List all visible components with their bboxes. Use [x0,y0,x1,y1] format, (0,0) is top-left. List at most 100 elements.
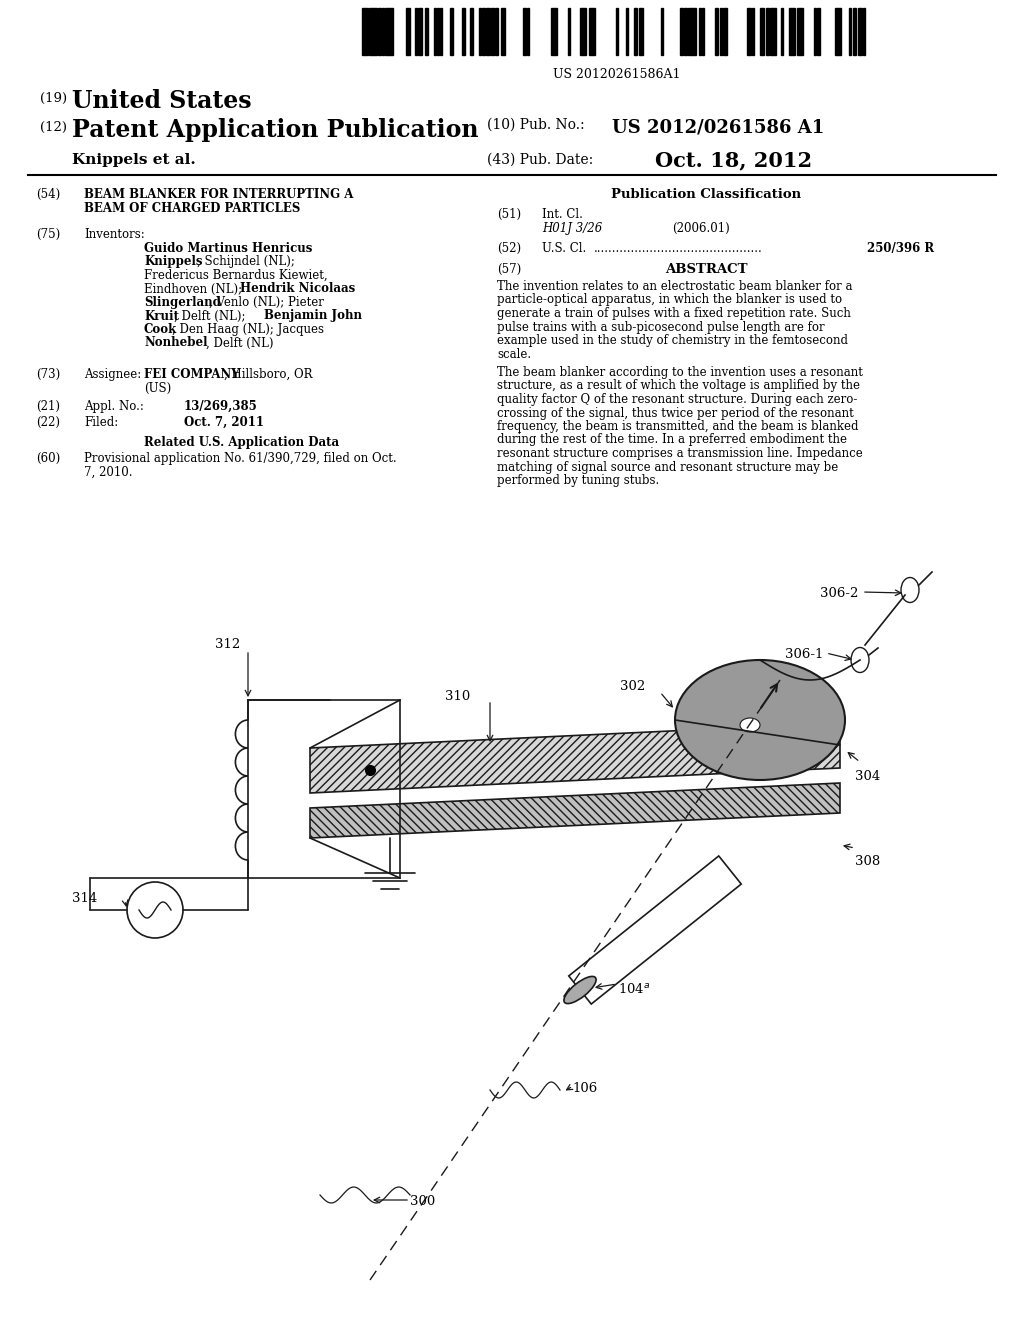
Bar [415,8,417,55]
Text: 300: 300 [410,1195,435,1208]
Text: United States: United States [72,88,252,114]
Text: 7, 2010.: 7, 2010. [84,466,132,479]
Bar [589,8,595,55]
Bar [470,8,473,55]
Text: (43) Pub. Date:: (43) Pub. Date: [487,153,593,168]
Bar [760,8,764,55]
Bar [378,8,381,55]
Text: structure, as a result of which the voltage is amplified by the: structure, as a result of which the volt… [497,380,860,392]
Text: quality factor Q of the resonant structure. During each zero-: quality factor Q of the resonant structu… [497,393,857,407]
Text: The beam blanker according to the invention uses a resonant: The beam blanker according to the invent… [497,366,863,379]
Bar [495,8,498,55]
Bar [766,8,769,55]
Text: H01J 3/26: H01J 3/26 [542,222,602,235]
Text: Nonhebel: Nonhebel [144,337,208,350]
Text: (US): (US) [144,381,171,395]
Text: Oct. 7, 2011: Oct. 7, 2011 [184,416,264,429]
Text: , Schijndel (NL);: , Schijndel (NL); [197,256,295,268]
Bar [616,8,618,55]
Bar [551,8,557,55]
Text: (2006.01): (2006.01) [672,222,730,235]
Bar [425,8,428,55]
Text: The invention relates to an electrostatic beam blanker for a: The invention relates to an electrostati… [497,280,853,293]
Text: (54): (54) [36,187,60,201]
Text: ABSTRACT: ABSTRACT [665,263,748,276]
Text: Assignee:: Assignee: [84,368,141,381]
Text: Benjamin John: Benjamin John [264,309,362,322]
Text: Patent Application Publication: Patent Application Publication [72,117,478,143]
Bar [723,8,727,55]
Text: Eindhoven (NL);: Eindhoven (NL); [144,282,246,296]
Bar [437,8,439,55]
Bar [684,8,687,55]
Bar [479,8,481,55]
Bar [715,8,718,55]
Text: (12): (12) [40,121,67,135]
Polygon shape [310,723,840,793]
Polygon shape [310,783,840,838]
Bar [702,8,705,55]
Text: (19): (19) [40,92,68,106]
Text: Related U.S. Application Data: Related U.S. Application Data [144,436,339,449]
Text: 104$^a$: 104$^a$ [618,982,650,997]
Text: 304: 304 [855,770,881,783]
Text: example used in the study of chemistry in the femtosecond: example used in the study of chemistry i… [497,334,848,347]
Text: (22): (22) [36,416,60,429]
Bar [462,8,465,55]
Text: Provisional application No. 61/390,729, filed on Oct.: Provisional application No. 61/390,729, … [84,451,396,465]
Text: 310: 310 [445,690,470,704]
Text: Int. Cl.: Int. Cl. [542,209,583,220]
Bar [680,8,683,55]
Bar [527,8,529,55]
Bar [440,8,442,55]
Text: frequency, the beam is transmitted, and the beam is blanked: frequency, the beam is transmitted, and … [497,420,858,433]
Text: 106: 106 [572,1082,597,1096]
Bar [501,8,505,55]
Bar [817,8,820,55]
Text: (75): (75) [36,228,60,242]
Bar [770,8,776,55]
Text: matching of signal source and resonant structure may be: matching of signal source and resonant s… [497,461,839,474]
Text: resonant structure comprises a transmission line. Impedance: resonant structure comprises a transmiss… [497,447,863,459]
Text: Knippels et al.: Knippels et al. [72,153,196,168]
Bar [746,8,751,55]
Text: scale.: scale. [497,347,531,360]
Text: Appl. No.:: Appl. No.: [84,400,144,413]
Bar [863,8,865,55]
Text: , Den Haag (NL); Jacques: , Den Haag (NL); Jacques [172,323,324,337]
Text: .............................................: ........................................… [594,242,763,255]
Text: (57): (57) [497,263,521,276]
Text: 312: 312 [215,638,241,651]
Text: Slingerland: Slingerland [144,296,221,309]
Bar [450,8,453,55]
Bar [849,8,851,55]
Bar [362,8,368,55]
Text: (21): (21) [36,400,60,413]
Bar [790,8,795,55]
Bar [406,8,410,55]
Bar [482,8,485,55]
Bar [434,8,436,55]
Bar [835,8,841,55]
Text: 250/396 R: 250/396 R [867,242,934,255]
Bar [858,8,862,55]
Bar [626,8,628,55]
Bar [781,8,783,55]
Text: Guido Martinus Henricus: Guido Martinus Henricus [144,242,312,255]
Text: (51): (51) [497,209,521,220]
Text: , Hillsboro, OR: , Hillsboro, OR [224,368,312,381]
Bar [523,8,526,55]
Text: , Delft (NL);: , Delft (NL); [174,309,249,322]
Text: , Venlo (NL); Pieter: , Venlo (NL); Pieter [209,296,324,309]
Bar [853,8,856,55]
Text: Oct. 18, 2012: Oct. 18, 2012 [655,150,812,170]
Text: Publication Classification: Publication Classification [611,187,801,201]
Bar [688,8,696,55]
Text: 306-2: 306-2 [820,587,858,601]
Bar [720,8,722,55]
Text: U.S. Cl.: U.S. Cl. [542,242,587,255]
Text: US 20120261586A1: US 20120261586A1 [553,69,681,81]
Bar [486,8,490,55]
Text: Cook: Cook [144,323,177,337]
Bar [752,8,754,55]
